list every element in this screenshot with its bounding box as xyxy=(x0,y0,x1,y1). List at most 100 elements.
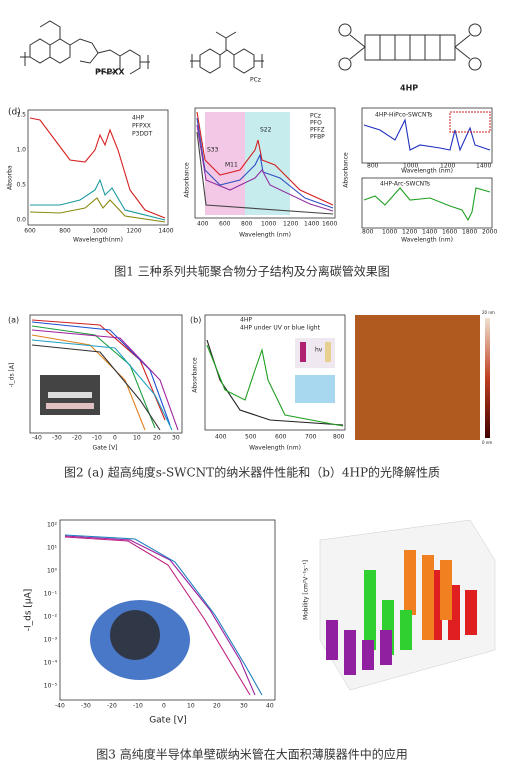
x-tick: -10 xyxy=(92,435,102,442)
y-tick: 10⁰ xyxy=(47,568,58,575)
x-tick: 10 xyxy=(133,435,141,442)
x-tick: 1400 xyxy=(158,228,173,235)
x-tick: 2000 xyxy=(482,229,497,236)
x-tick: 1400 xyxy=(304,221,319,228)
caption: 图1 三种系列共轭聚合物分子结构及分离碳管效果图 xyxy=(114,264,389,279)
x-ticks: 400 600 800 1000 1200 1400 1600 xyxy=(197,221,337,228)
x-tick: 30 xyxy=(172,435,180,442)
y-label: -I_ds [A] xyxy=(9,363,16,388)
x-tick: 0 xyxy=(113,435,117,442)
y-tick: 10⁻⁴ xyxy=(44,660,58,667)
x-tick: 800 xyxy=(333,434,345,441)
x-tick: -30 xyxy=(81,703,91,710)
x-tick: 600 xyxy=(275,434,287,441)
y-tick: 10⁻⁵ xyxy=(44,683,58,690)
x-tick: 600 xyxy=(219,221,231,228)
caption: 图3 高纯度半导体单壁碳纳米管在大面积薄膜器件中的应用 xyxy=(96,747,407,762)
legend: 4HP xyxy=(132,115,144,122)
legend: PFFZ xyxy=(310,127,325,134)
x-tick: 30 xyxy=(240,703,248,710)
x-label: Wavelength (nm) xyxy=(401,168,453,175)
y-label: Absorbance xyxy=(192,357,199,393)
y-tick: 0.5 xyxy=(16,182,26,189)
structure-label: PFPXX xyxy=(95,68,125,77)
afm-scale xyxy=(485,318,490,438)
x-tick: 1200 xyxy=(440,163,455,170)
x-label: Wavelength (nm) xyxy=(239,232,291,239)
subplot-title: 4HP-HiPco-SWCNTs xyxy=(375,112,432,119)
plot-2b: 4HP 4HP under UV or blue light hν Absorb… xyxy=(192,314,346,452)
x-tick: 700 xyxy=(305,434,317,441)
legend: 4HP xyxy=(240,317,252,324)
x-label: Wavelength (nm) xyxy=(249,445,301,452)
y-tick: 0.0 xyxy=(16,217,26,224)
y-label: Absorba xyxy=(7,165,14,190)
x-tick: -20 xyxy=(72,435,82,442)
bar-3d: Mobility [cm²V⁻¹s⁻¹] xyxy=(303,519,496,691)
x-tick: 1000 xyxy=(261,221,276,228)
x-tick: 1000 xyxy=(382,229,397,236)
caption: 图2 (a) 超高纯度s-SWCNT的纳米器件性能和（b）4HP的光降解性质 xyxy=(64,465,440,480)
x-tick: -20 xyxy=(107,703,117,710)
structure-label: 4HP xyxy=(400,84,418,93)
x-tick: 600 xyxy=(24,228,36,235)
x-tick: 20 xyxy=(213,703,221,710)
y-label: -I_ds [μA] xyxy=(24,589,34,632)
annotation: S33 xyxy=(207,147,219,154)
y-tick: 10² xyxy=(47,522,58,529)
annotation: M11 xyxy=(225,162,238,169)
y-tick: 10⁻¹ xyxy=(44,591,58,598)
x-tick: 1200 xyxy=(402,229,417,236)
y-label: Absorbance xyxy=(184,162,191,198)
y-label: Absorbance xyxy=(343,152,350,188)
x-tick: 1000 xyxy=(403,163,418,170)
x-tick: 1800 xyxy=(462,229,477,236)
legend: PFO xyxy=(310,120,322,127)
x-tick: 20 xyxy=(153,435,161,442)
legend: P3DDT xyxy=(132,131,153,138)
plot1: 4HP PFPXX P3DDT Absorba Wavelength(nm) 6… xyxy=(7,109,174,244)
legend: 4HP under UV or blue light xyxy=(240,325,321,332)
x-tick: 800 xyxy=(367,163,379,170)
x-label: Gate [V] xyxy=(149,716,187,726)
y-tick: 10¹ xyxy=(47,545,58,552)
subplot-title: 4HP-Arc-SWCNTs xyxy=(380,181,430,188)
scale-label: 20 nm xyxy=(482,310,495,315)
x-tick: 1200 xyxy=(126,228,141,235)
x-label: Gate [V] xyxy=(92,445,117,452)
plot3: 4HP-HiPco-SWCNTs 4HP-Arc-SWCNTs Absorban… xyxy=(343,107,497,244)
structure-label: PCz xyxy=(250,77,261,84)
x-tick: 800 xyxy=(59,228,71,235)
x-tick: 500 xyxy=(245,434,257,441)
hv-label: hν xyxy=(315,347,323,354)
annotation: S22 xyxy=(260,127,272,134)
plot-3a: -I_ds [μA] Gate [V] -40 -30 -20 -10 0 10… xyxy=(24,519,276,726)
y-tick: 1.0 xyxy=(16,147,26,154)
y-tick: 10⁻³ xyxy=(44,637,58,644)
x-tick: 400 xyxy=(197,221,209,228)
x-label: Wavelength(nm) xyxy=(73,237,123,244)
panel-label: (d) xyxy=(8,108,21,118)
scale-label: 0 nm xyxy=(482,440,492,445)
x-tick: -10 xyxy=(133,703,143,710)
x-tick: -30 xyxy=(52,435,62,442)
y-label: Mobility [cm²V⁻¹s⁻¹] xyxy=(303,560,310,620)
legend: PFPXX xyxy=(132,123,151,130)
x-tick: 1600 xyxy=(442,229,457,236)
panel-label: (b) xyxy=(190,316,201,325)
x-tick: 1400 xyxy=(476,163,491,170)
legend: PFBP xyxy=(310,134,325,141)
x-tick: 1200 xyxy=(283,221,298,228)
panel-label: (a) xyxy=(8,316,19,325)
x-tick: 1000 xyxy=(92,228,107,235)
x-tick: 800 xyxy=(241,221,253,228)
x-tick: 400 xyxy=(215,434,227,441)
plot-2a: -I_ds [A] Gate [V] -40 -30 -20 -10 0 10 … xyxy=(9,314,183,452)
x-label: Wavelength (nm) xyxy=(401,237,453,244)
y-tick: 1.5 xyxy=(16,112,26,119)
legend: PCz xyxy=(310,113,321,120)
x-tick: 40 xyxy=(266,703,274,710)
x-tick: -40 xyxy=(55,703,65,710)
plot2: PCz PFO PFFZ PFBP S33 M11 S22 Absorbance… xyxy=(184,107,337,239)
